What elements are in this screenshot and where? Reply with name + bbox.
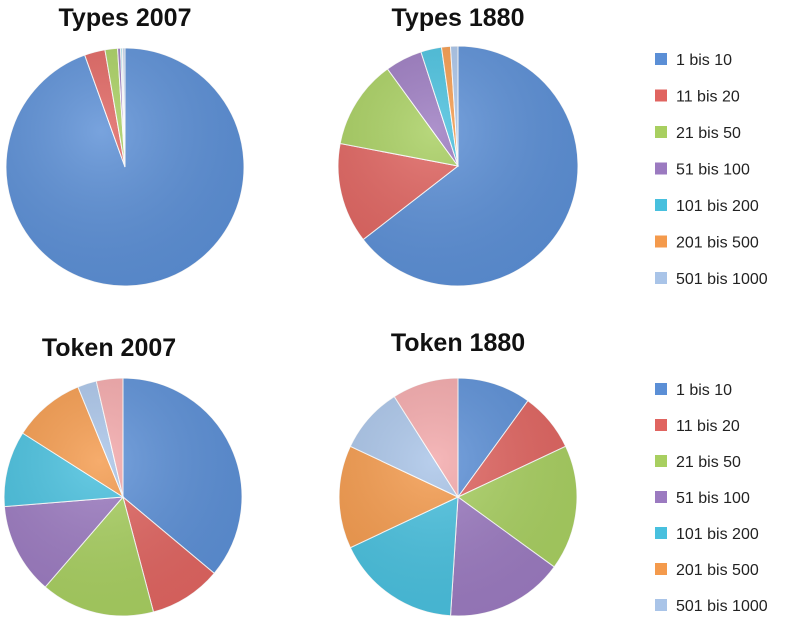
legend-label-201-bis-500: 201 bis 500 (676, 562, 759, 579)
pie-token-1880 (338, 377, 578, 617)
legend-label-21-bis-50: 21 bis 50 (676, 125, 741, 142)
legend-label-1-bis-10: 1 bis 10 (676, 52, 732, 69)
legend-label-51-bis-100: 51 bis 100 (676, 490, 750, 507)
legend-label-11-bis-20: 11 bis 20 (676, 89, 740, 106)
pie-token-2007 (3, 377, 243, 617)
legend-swatch-501-bis-1000 (655, 599, 667, 611)
legend-label-501-bis-1000: 501 bis 1000 (676, 271, 768, 288)
legend-swatch-101-bis-200 (655, 527, 667, 539)
legend-swatch-201-bis-500 (655, 235, 667, 248)
legend-label-101-bis-200: 101 bis 200 (676, 526, 759, 543)
legend-label-501-bis-1000: 501 bis 1000 (676, 598, 768, 615)
legend-token: 1 bis 10 11 bis 20 21 bis 50 51 bis 100 101 … (655, 382, 768, 615)
pie-types-1880 (337, 45, 579, 287)
legend-label-51-bis-100: 51 bis 100 (676, 162, 750, 179)
chart-title-token-1880: Token 1880 (391, 329, 525, 357)
legend-label-21-bis-50: 21 bis 50 (676, 454, 741, 471)
legend-swatch-21-bis-50 (655, 455, 667, 467)
legend-label-11-bis-20: 11 bis 20 (676, 418, 740, 435)
legend-swatch-11-bis-20 (655, 419, 667, 431)
legend-label-101-bis-200: 101 bis 200 (676, 198, 759, 215)
legend-swatch-501-bis-1000 (655, 272, 667, 284)
chart-title-token-2007: Token 2007 (42, 334, 176, 362)
legend-swatch-11-bis-20 (655, 89, 667, 102)
legend-swatch-1-bis-10 (655, 53, 667, 65)
legend-label-1-bis-10: 1 bis 10 (676, 382, 732, 399)
legend-swatch-101-bis-200 (655, 199, 667, 211)
legend-swatch-51-bis-100 (655, 162, 667, 175)
legend-swatch-1-bis-10 (655, 383, 667, 395)
legend-types: 1 bis 10 11 bis 20 21 bis 50 51 bis 100 101 … (655, 52, 768, 288)
legend-swatch-51-bis-100 (655, 491, 667, 503)
legend-swatch-21-bis-50 (655, 126, 667, 138)
chart-title-types-2007: Types 2007 (59, 4, 192, 32)
legend-swatch-201-bis-500 (655, 563, 667, 575)
pie-types-2007 (5, 47, 245, 287)
legend-label-201-bis-500: 201 bis 500 (676, 235, 759, 252)
chart-title-types-1880: Types 1880 (392, 4, 525, 32)
